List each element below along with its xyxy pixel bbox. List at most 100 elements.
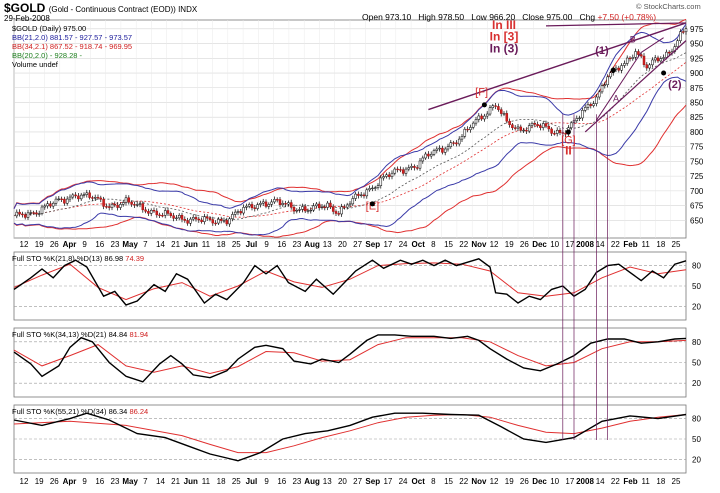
price-bar-body xyxy=(228,218,231,225)
x-tick-label: 27 xyxy=(353,477,362,486)
price-bar-body xyxy=(68,196,72,200)
x-tick-label: May xyxy=(122,240,138,249)
price-bar-body xyxy=(656,57,660,62)
x-tick-label: 9 xyxy=(82,477,87,486)
x-tick-label: 11 xyxy=(202,240,211,249)
price-bar-body xyxy=(26,212,30,218)
x-tick-label: 9 xyxy=(264,477,269,486)
price-bar-body xyxy=(96,197,100,199)
bb21-upper xyxy=(13,23,687,210)
price-bar-body xyxy=(177,214,181,219)
price-bar-body xyxy=(494,105,497,107)
price-bar-body xyxy=(152,210,156,212)
price-bar-body xyxy=(337,213,341,215)
x-tick-label: Feb xyxy=(623,477,637,486)
price-bar-body xyxy=(508,120,511,125)
price-bar-body xyxy=(51,202,55,207)
price-bar-body xyxy=(214,222,217,225)
price-bar-body xyxy=(273,199,276,203)
x-tick-label: 12 xyxy=(20,240,29,249)
price-bar-body xyxy=(628,57,632,60)
x-tick-label: Jun xyxy=(184,477,198,486)
sto1-tick-label: 80 xyxy=(692,262,701,271)
price-bar-body xyxy=(617,67,621,71)
price-bar-body xyxy=(54,198,58,204)
price-bar-body xyxy=(205,216,209,219)
watermark: © StockCharts.com xyxy=(636,2,701,11)
price-bar-body xyxy=(253,207,257,209)
legend-bb20: BB(20,2.0) - 928.28 - xyxy=(12,51,83,60)
price-bar-body xyxy=(315,203,318,207)
price-bar-body xyxy=(449,142,453,147)
price-bar-body xyxy=(197,218,201,221)
x-tick-label: 11 xyxy=(202,477,211,486)
x-tick-label: Sep xyxy=(365,240,380,249)
price-tick-label: 675 xyxy=(690,202,704,211)
price-bar-body xyxy=(625,57,629,64)
price-bar-body xyxy=(225,220,229,225)
x-tick-label: 25 xyxy=(232,477,241,486)
sto1-label: Full STO %K(21,8) %D(13) 86.98 74.39 xyxy=(12,254,145,263)
price-bar-body xyxy=(648,64,651,69)
price-bar-body xyxy=(575,118,579,121)
price-bar-body xyxy=(432,150,436,155)
price-bar-body xyxy=(354,193,357,199)
price-bar-body xyxy=(555,129,559,134)
price-bar-body xyxy=(15,211,19,217)
legend-bb34: BB(34,2.1) 867.52 - 918.74 - 969.95 xyxy=(12,42,133,51)
price-bar-body xyxy=(99,197,103,200)
price-bar-body xyxy=(401,169,405,174)
label-F: [F] xyxy=(475,86,488,98)
price-bar-body xyxy=(113,203,117,206)
price-bar-body xyxy=(71,194,75,198)
price-bar-body xyxy=(155,210,159,216)
x-tick-label: 21 xyxy=(171,240,180,249)
price-bar-body xyxy=(191,217,195,220)
price-bar-body xyxy=(166,210,170,214)
top-line xyxy=(545,22,687,27)
x-tick-label: 17 xyxy=(565,477,574,486)
price-bar-body xyxy=(651,59,654,66)
x-tick-label: Feb xyxy=(623,240,637,249)
price-bar-body xyxy=(23,214,27,218)
x-tick-label: 23 xyxy=(292,240,301,249)
price-bar-body xyxy=(35,212,38,215)
price-bar-body xyxy=(82,194,86,196)
x-tick-label: 15 xyxy=(444,240,453,249)
price-bar-body xyxy=(21,213,24,216)
price-bar-body xyxy=(424,153,427,159)
label-II: II xyxy=(565,143,572,157)
price-bar-body xyxy=(239,211,243,214)
x-tick-label: 24 xyxy=(399,240,408,249)
pivot-E xyxy=(369,201,375,207)
x-tick-label: 22 xyxy=(611,240,620,249)
price-bar-body xyxy=(368,188,371,191)
x-tick-label: Dec xyxy=(532,240,547,249)
price-bar-body xyxy=(390,172,394,177)
price-bar-body xyxy=(519,126,523,131)
price-bar-body xyxy=(569,122,573,129)
x-tick-label: 26 xyxy=(520,477,529,486)
wave-b-line xyxy=(640,37,664,53)
price-bar-body xyxy=(317,203,321,209)
price-bar-body xyxy=(583,107,587,111)
price-tick-label: 850 xyxy=(690,98,704,107)
sto2-tick-label: 50 xyxy=(692,359,701,368)
label-wave-A: A xyxy=(613,93,619,103)
price-bar-body xyxy=(163,210,167,216)
price-bar-body xyxy=(586,104,590,108)
x-tick-label: 7 xyxy=(143,477,148,486)
label-in-III: In III xyxy=(492,18,516,32)
lower-channel-line xyxy=(584,40,687,133)
x-tick-label: 9 xyxy=(82,240,87,249)
price-bar-body xyxy=(242,207,245,214)
price-bar-body xyxy=(79,194,83,200)
price-bar-body xyxy=(121,202,125,205)
price-bar-body xyxy=(259,202,262,205)
price-bar-body xyxy=(418,160,422,169)
price-bar-body xyxy=(404,168,408,174)
chg-value: +7.50 (+0.78%) xyxy=(597,12,657,22)
price-bar-body xyxy=(497,106,500,110)
price-bar-body xyxy=(110,203,114,208)
